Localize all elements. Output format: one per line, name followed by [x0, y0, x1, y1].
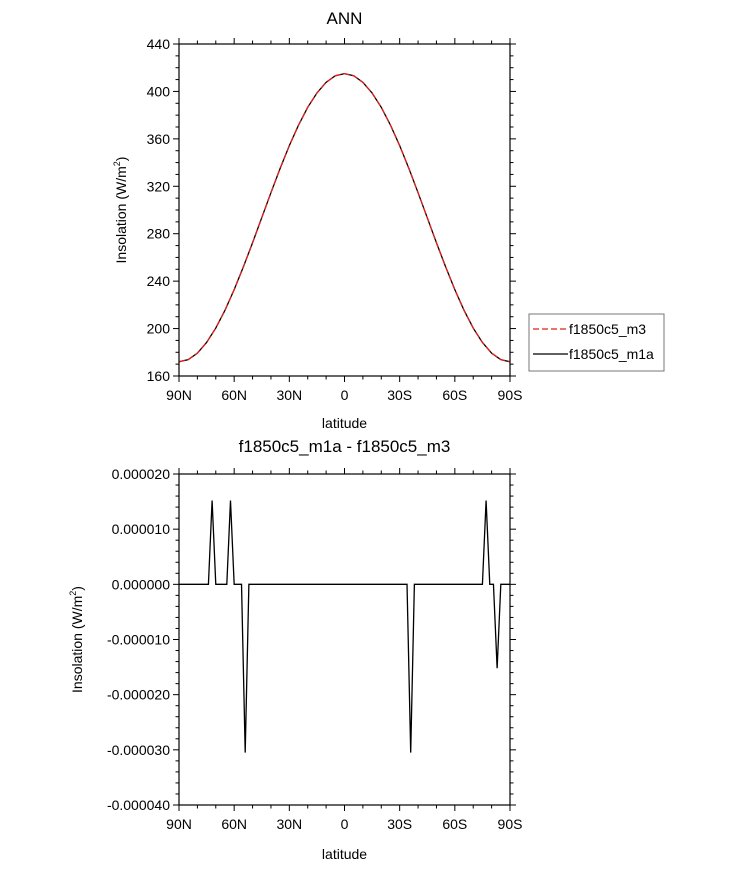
- x-tick-label: 90N: [166, 816, 192, 832]
- y-axis-label: Insolation (W/m2): [112, 157, 129, 264]
- legend-label: f1850c5_m1a: [569, 346, 654, 362]
- y-tick-label: 360: [147, 131, 171, 147]
- x-tick-label: 0: [341, 387, 349, 403]
- plot-2: f1850c5_m1a - f1850c5_m3 90N 60N 30N 0 30S 60S…: [68, 437, 522, 862]
- y-tick-label: 0.000020: [112, 466, 171, 482]
- y-tick-label: 400: [147, 83, 171, 99]
- chart-title: f1850c5_m1a - f1850c5_m3: [239, 437, 451, 456]
- chart-title: ANN: [327, 9, 363, 28]
- y-tick-label: 200: [147, 321, 171, 337]
- plot-1: ANN 90N 60N 30N 0 30S 60S 90S 160 200 240 280 320 360…: [112, 9, 665, 431]
- x-tick-label: 90S: [498, 816, 523, 832]
- x-tick-label: 60S: [442, 816, 467, 832]
- legend-box: [528, 313, 665, 372]
- x-tick-label: 90S: [498, 387, 523, 403]
- series-line-f1850c5_m1a: [178, 72, 511, 363]
- ticks: [173, 38, 516, 382]
- x-tick-label: 30S: [387, 816, 412, 832]
- x-tick-label: 30N: [276, 816, 302, 832]
- series-line-f1850c5_m3: [178, 72, 511, 363]
- ticks: [173, 468, 516, 811]
- y-axis-label: Insolation (W/m2): [68, 586, 85, 693]
- x-tick-label: 30S: [387, 387, 412, 403]
- y-tick-label: 0.000010: [112, 521, 171, 537]
- x-tick-label: 30N: [276, 387, 302, 403]
- x-axis-label: latitude: [322, 415, 367, 431]
- x-tick-label: 90N: [166, 387, 192, 403]
- x-tick-label: 60N: [221, 387, 247, 403]
- x-tick-label: 60N: [221, 816, 247, 832]
- legend: f1850c5_m3 f1850c5_m1a: [528, 313, 665, 372]
- x-tick-label: 60S: [442, 387, 467, 403]
- y-tick-label: 240: [147, 273, 171, 289]
- y-tick-label: 280: [147, 226, 171, 242]
- y-tick-label: -0.000020: [107, 687, 170, 703]
- y-tick-label: 320: [147, 178, 171, 194]
- plot-frame: [178, 473, 511, 806]
- legend-label: f1850c5_m3: [569, 321, 646, 337]
- series-line-overlay: [178, 73, 511, 363]
- y-tick-label: -0.000030: [107, 742, 170, 758]
- y-tick-label: 160: [147, 368, 171, 384]
- x-tick-label: 0: [341, 816, 349, 832]
- x-axis-label: latitude: [322, 846, 367, 862]
- y-tick-label: -0.000040: [107, 797, 170, 813]
- plot-frame: [178, 43, 511, 377]
- y-tick-label: 440: [147, 36, 171, 52]
- series-line-difference: [179, 500, 510, 753]
- y-tick-label: 0.000000: [112, 576, 171, 592]
- y-tick-label: -0.000010: [107, 632, 170, 648]
